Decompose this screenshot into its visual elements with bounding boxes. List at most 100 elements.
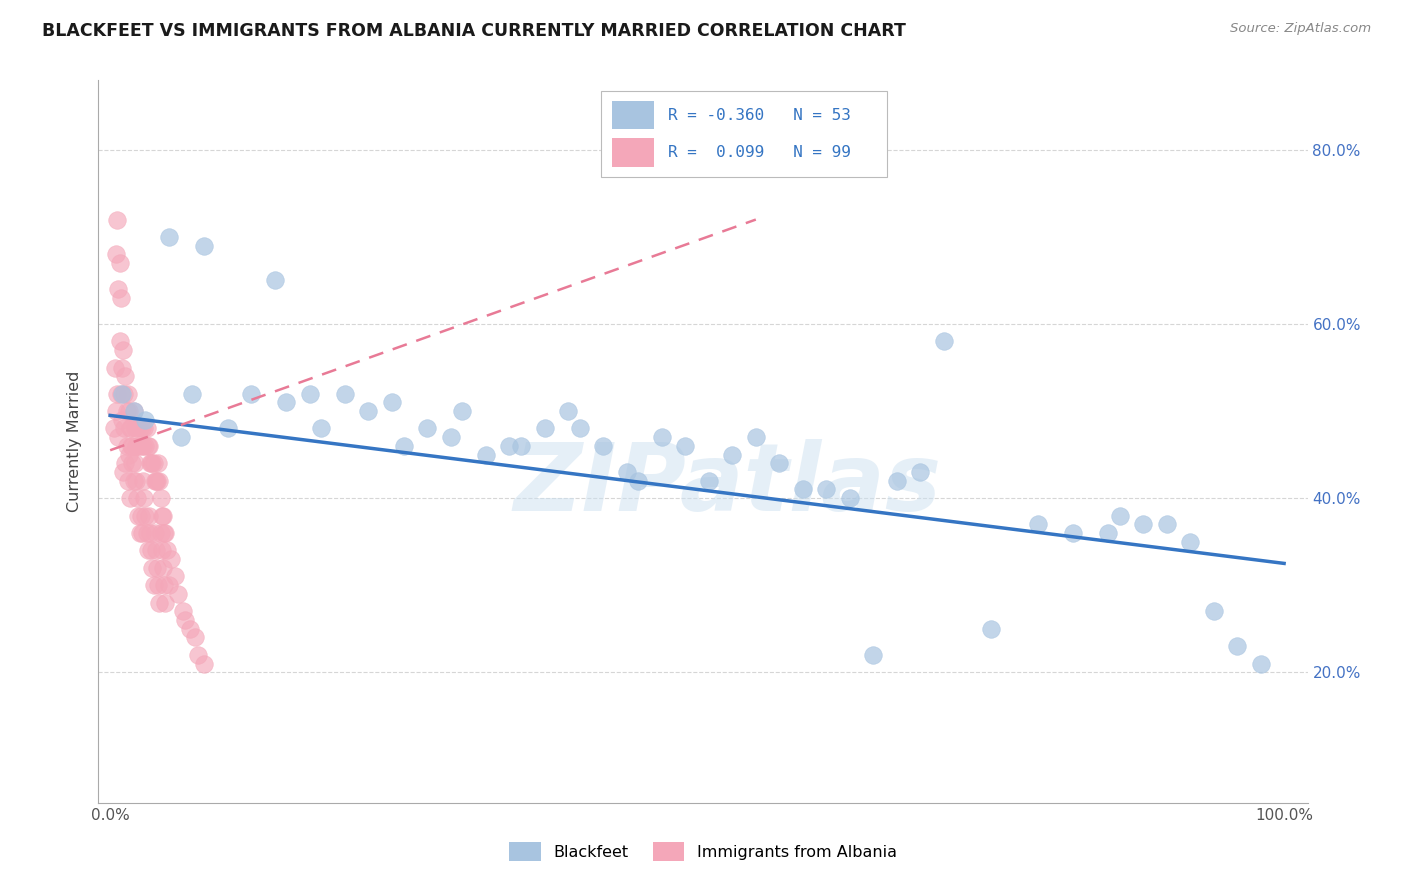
Point bbox=[217, 421, 239, 435]
Point bbox=[128, 421, 150, 435]
Point bbox=[112, 386, 135, 401]
Point bbox=[298, 386, 321, 401]
Point bbox=[333, 386, 356, 401]
Point bbox=[112, 421, 135, 435]
Point bbox=[103, 421, 125, 435]
Point bbox=[932, 334, 955, 349]
Point bbox=[157, 230, 180, 244]
Point bbox=[533, 421, 555, 435]
Point bbox=[240, 386, 263, 401]
Point bbox=[416, 421, 439, 435]
Point bbox=[139, 456, 162, 470]
Point bbox=[141, 543, 163, 558]
Point bbox=[838, 491, 860, 505]
Point bbox=[557, 404, 579, 418]
Point bbox=[148, 578, 170, 592]
Point bbox=[980, 622, 1002, 636]
Point bbox=[1026, 517, 1049, 532]
Point bbox=[112, 343, 135, 358]
Point bbox=[149, 525, 172, 540]
Point bbox=[568, 421, 591, 435]
Text: ZIPatlas: ZIPatlas bbox=[513, 439, 941, 531]
Point bbox=[129, 508, 152, 523]
Point bbox=[183, 631, 205, 645]
Point bbox=[136, 439, 159, 453]
Point bbox=[121, 456, 143, 470]
Point bbox=[160, 552, 183, 566]
Point bbox=[111, 386, 134, 401]
Point bbox=[105, 212, 128, 227]
Point bbox=[1097, 525, 1119, 540]
Point bbox=[167, 587, 190, 601]
Point bbox=[792, 483, 814, 497]
Point bbox=[124, 421, 146, 435]
Point bbox=[381, 395, 404, 409]
Point bbox=[132, 474, 155, 488]
Point bbox=[392, 439, 415, 453]
Point bbox=[121, 439, 143, 453]
Point bbox=[127, 508, 149, 523]
Point bbox=[134, 421, 156, 435]
Point bbox=[357, 404, 380, 418]
Point bbox=[146, 474, 169, 488]
Point bbox=[263, 273, 285, 287]
Point bbox=[150, 508, 173, 523]
Point bbox=[149, 491, 172, 505]
Point bbox=[138, 439, 160, 453]
Point bbox=[105, 404, 128, 418]
Point bbox=[117, 386, 139, 401]
Point bbox=[153, 578, 176, 592]
FancyBboxPatch shape bbox=[600, 91, 887, 177]
Point bbox=[122, 404, 145, 418]
Point bbox=[311, 421, 333, 435]
Point bbox=[179, 622, 201, 636]
Point bbox=[107, 430, 129, 444]
Point bbox=[132, 439, 155, 453]
Point bbox=[135, 421, 157, 435]
Point bbox=[673, 439, 696, 453]
Point bbox=[138, 508, 160, 523]
Point bbox=[148, 474, 170, 488]
Text: BLACKFEET VS IMMIGRANTS FROM ALBANIA CURRENTLY MARRIED CORRELATION CHART: BLACKFEET VS IMMIGRANTS FROM ALBANIA CUR… bbox=[42, 22, 905, 40]
Point bbox=[117, 474, 139, 488]
Point bbox=[592, 439, 614, 453]
Point bbox=[155, 525, 177, 540]
Point bbox=[105, 386, 128, 401]
Point bbox=[721, 448, 744, 462]
Point bbox=[768, 456, 790, 470]
Point bbox=[1250, 657, 1272, 671]
Point bbox=[145, 543, 167, 558]
Point bbox=[108, 256, 131, 270]
Point bbox=[627, 474, 650, 488]
Point bbox=[124, 456, 146, 470]
Point bbox=[135, 525, 157, 540]
Point bbox=[1108, 508, 1130, 523]
Point bbox=[148, 596, 170, 610]
Point bbox=[697, 474, 720, 488]
FancyBboxPatch shape bbox=[613, 101, 654, 129]
Point bbox=[193, 238, 215, 252]
Point bbox=[120, 439, 142, 453]
Point bbox=[862, 648, 884, 662]
Point bbox=[122, 474, 145, 488]
Point bbox=[134, 508, 156, 523]
Point bbox=[451, 404, 474, 418]
Point bbox=[111, 360, 134, 375]
Point bbox=[127, 421, 149, 435]
Point bbox=[129, 439, 152, 453]
Point bbox=[141, 561, 163, 575]
Point bbox=[145, 474, 167, 488]
Point bbox=[114, 456, 136, 470]
Point bbox=[105, 247, 128, 261]
Point bbox=[150, 543, 173, 558]
Point bbox=[1156, 517, 1178, 532]
Point bbox=[134, 439, 156, 453]
Point bbox=[143, 525, 166, 540]
Text: Source: ZipAtlas.com: Source: ZipAtlas.com bbox=[1230, 22, 1371, 36]
Point bbox=[139, 525, 162, 540]
Point bbox=[439, 430, 461, 444]
Point bbox=[112, 465, 135, 479]
Point bbox=[152, 561, 174, 575]
Point bbox=[276, 395, 298, 409]
Point bbox=[131, 421, 153, 435]
